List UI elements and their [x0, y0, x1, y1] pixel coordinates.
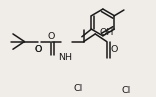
- Text: NH: NH: [58, 53, 73, 62]
- Text: Cl: Cl: [121, 86, 130, 95]
- Text: O: O: [111, 45, 118, 54]
- Text: OH: OH: [100, 28, 114, 37]
- Text: O: O: [34, 45, 41, 54]
- Text: O: O: [34, 45, 41, 54]
- Text: O: O: [48, 32, 55, 41]
- Text: Cl: Cl: [73, 84, 83, 93]
